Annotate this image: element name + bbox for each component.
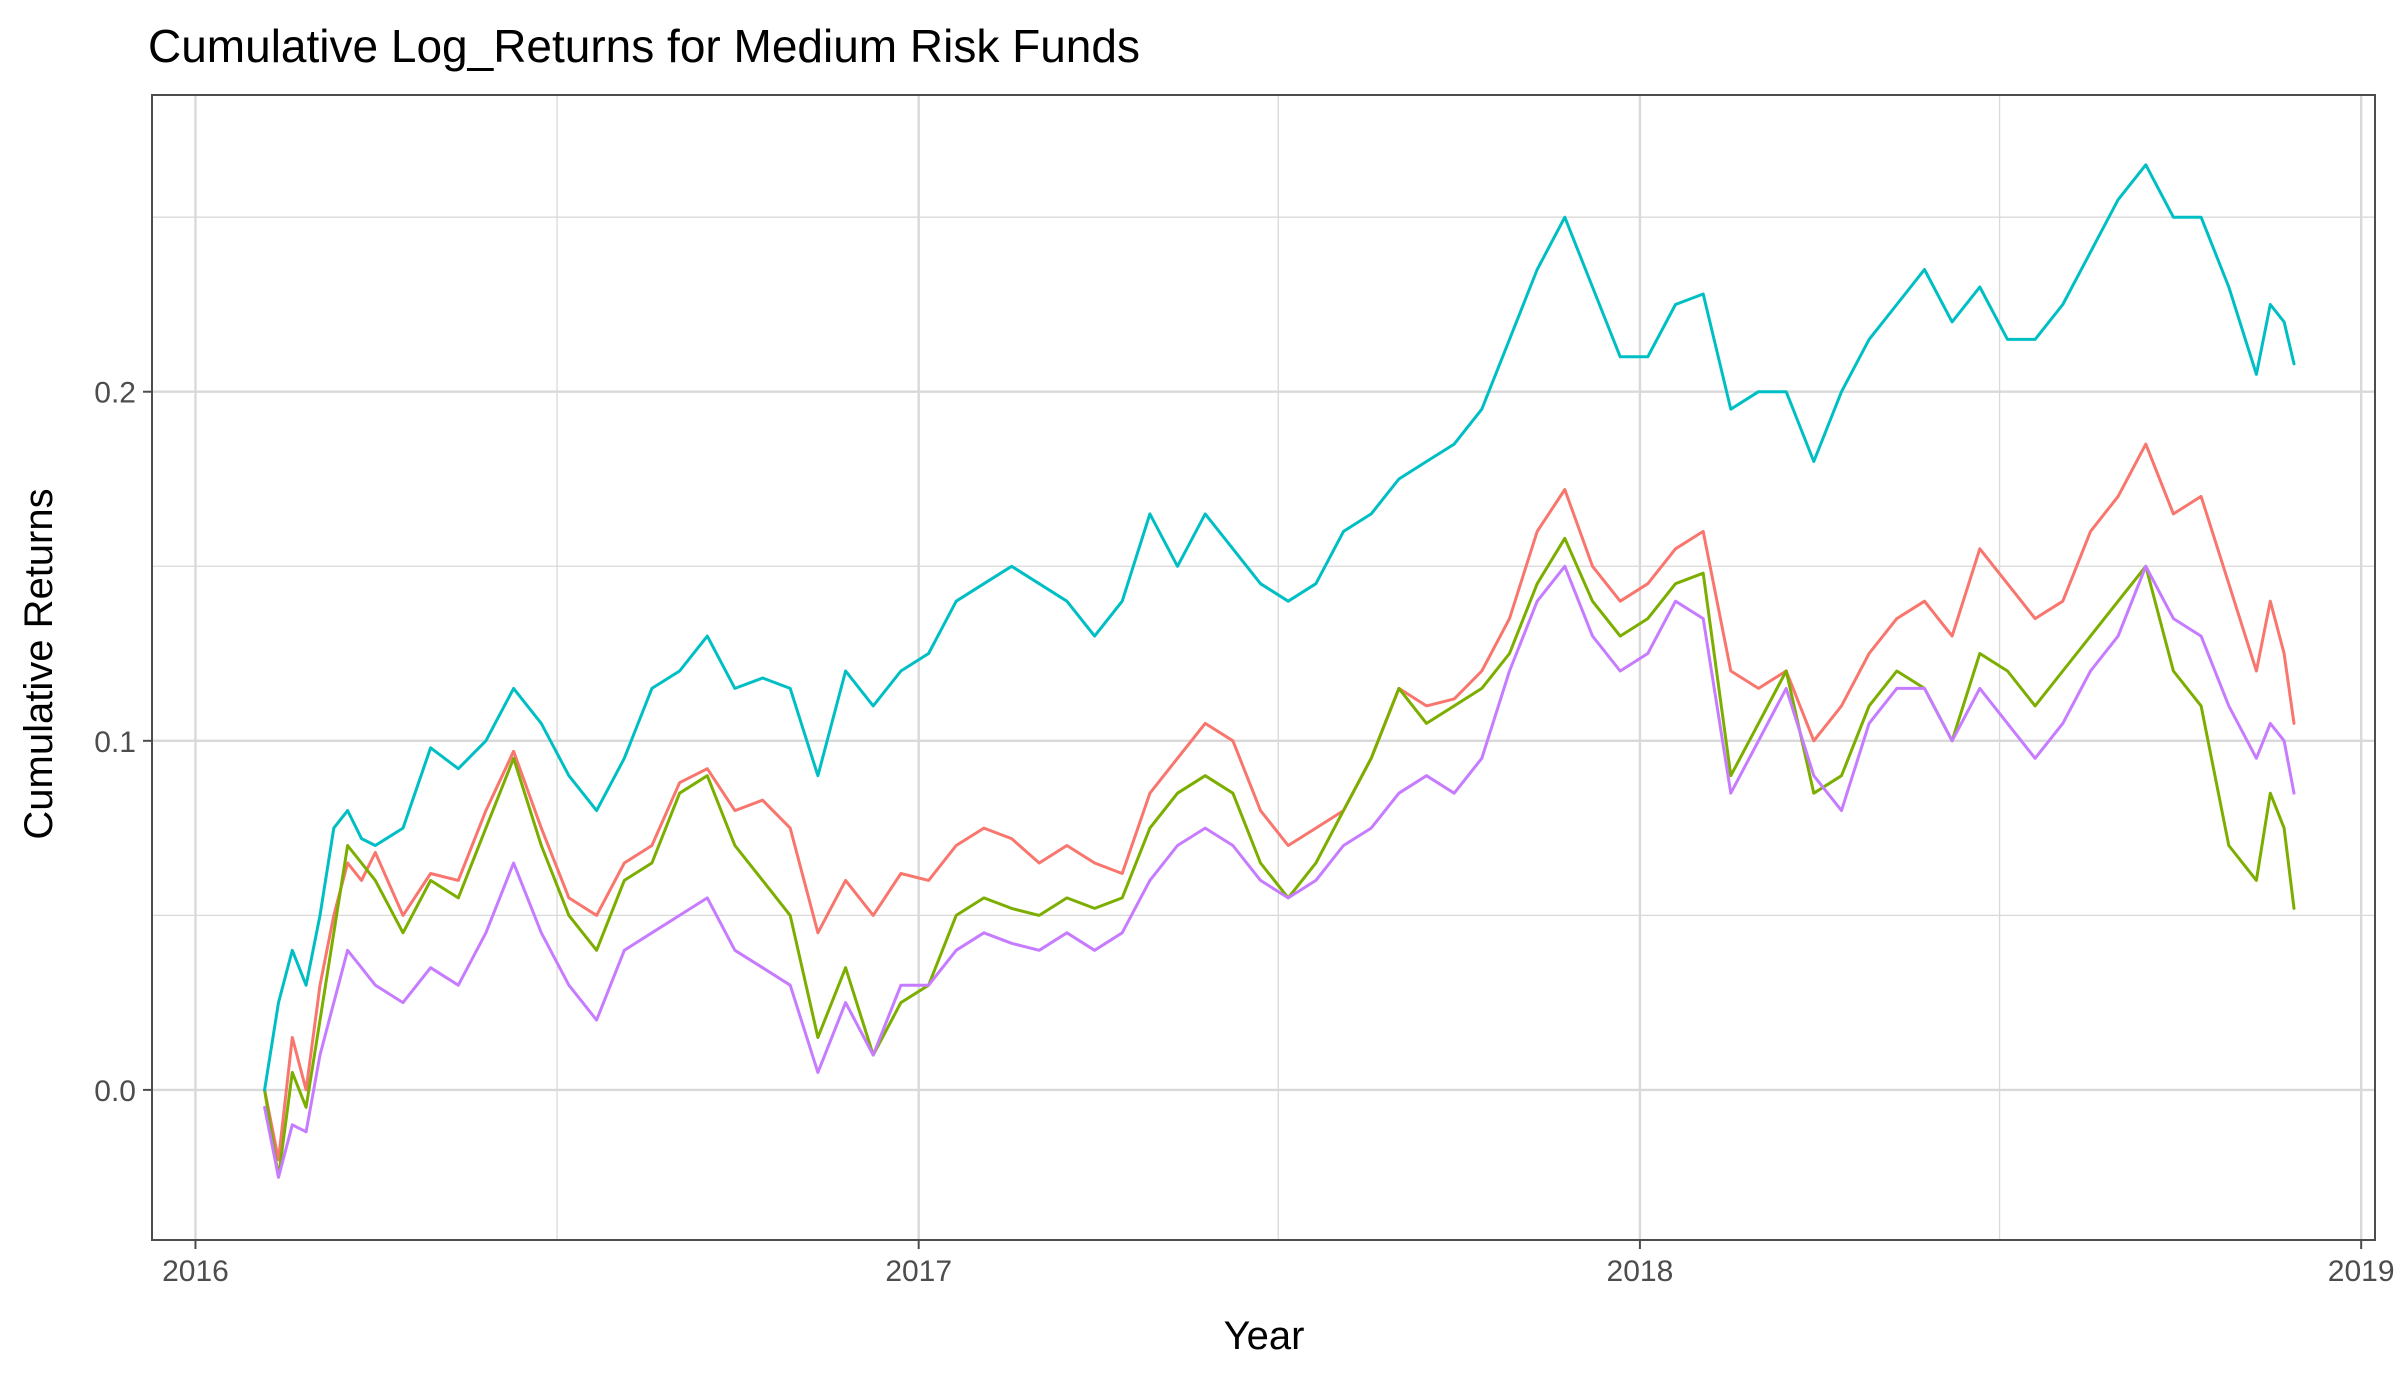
series-line-2	[263, 536, 2296, 1179]
y-tick-label: 0.1	[94, 726, 136, 759]
series-line-4	[263, 564, 2296, 1179]
x-axis-title: Year	[1224, 1314, 1305, 1358]
series-line-1	[263, 442, 2296, 1162]
x-tick-label: 2018	[1607, 1255, 1674, 1288]
axes: 0.0 0.1 0.2 2016 2017 2018 2019	[94, 377, 2394, 1288]
y-axis-title: Cumulative Returns	[17, 488, 61, 839]
chart-title: Cumulative Log_Returns for Medium Risk F…	[148, 20, 1140, 72]
x-tick-label: 2017	[885, 1255, 952, 1288]
plot-panel-border	[151, 94, 2376, 1241]
series-line-3	[263, 163, 2296, 1092]
x-tick-label: 2016	[162, 1255, 229, 1288]
y-tick-label: 0.0	[94, 1075, 136, 1108]
y-tick-label: 0.2	[94, 377, 136, 410]
x-tick-label: 2019	[2328, 1255, 2395, 1288]
grid-lines	[152, 95, 2375, 1240]
series-lines	[263, 163, 2296, 1179]
